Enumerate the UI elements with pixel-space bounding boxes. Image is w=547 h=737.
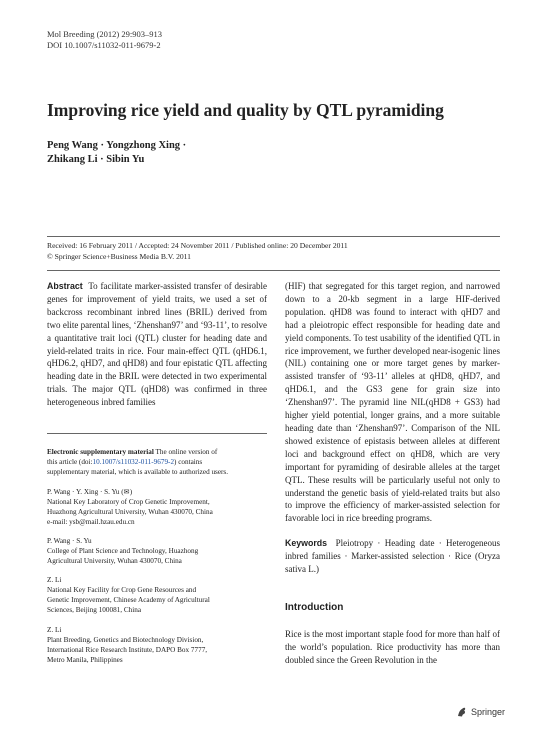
received-dates: Received: 16 February 2011 / Accepted: 2… [47, 241, 348, 250]
authors-line-2: Zhikang Li · Sibin Yu [47, 154, 145, 165]
affiliation-line: International Rice Research Institute, D… [47, 645, 208, 654]
affiliation-line: P. Wang · Y. Xing · S. Yu (✉) [47, 488, 133, 496]
affiliation-4: Z. Li Plant Breeding, Genetics and Biote… [47, 626, 267, 666]
affiliation-line: Z. Li [47, 576, 62, 584]
authors-line-1: Peng Wang · Yongzhong Xing · [47, 140, 187, 151]
author-email-link[interactable]: e-mail: ysb@mail.hzau.edu.cn [47, 517, 135, 526]
springer-horse-icon [458, 707, 466, 717]
affiliation-1: P. Wang · Y. Xing · S. Yu (✉) National K… [47, 488, 267, 528]
affiliation-line: Sciences, Beijing 100081, China [47, 605, 142, 614]
esm-line-2-pre: this article (doi: [47, 457, 93, 466]
keywords-label: Keywords [285, 538, 328, 549]
esm-line-3: supplementary material, which is availab… [47, 467, 229, 476]
affiliation-line: Metro Manila, Philippines [47, 655, 123, 664]
copyright-line: © Springer Science+Business Media B.V. 2… [47, 251, 191, 261]
keywords-block: Keywords Pleiotropy · Heading date · Het… [285, 537, 500, 576]
dates-top-rule [47, 236, 500, 237]
esm-rule [47, 433, 267, 434]
affiliation-line: Plant Breeding, Genetics and Biotechnolo… [47, 635, 204, 644]
abstract-text-left: To facilitate marker-assisted transfer o… [47, 281, 267, 408]
affiliation-line: P. Wang · S. Yu [47, 537, 92, 545]
affiliation-line: National Key Facility for Crop Gene Reso… [47, 585, 197, 594]
affiliation-line: National Key Laboratory of Crop Genetic … [47, 497, 210, 506]
affiliation-line: Huazhong Agricultural University, Wuhan … [47, 507, 213, 516]
author-list: Peng Wang · Yongzhong Xing · Zhikang Li … [47, 139, 186, 167]
abstract-left-column: Abstract To facilitate marker-assisted t… [47, 280, 267, 409]
affiliation-line: Genetic Improvement, Chinese Academy of … [47, 595, 210, 604]
abstract-label: Abstract [47, 281, 83, 291]
publisher-footer: Springer [456, 706, 505, 718]
journal-doi: DOI 10.1007/s11032-011-9679-2 [47, 40, 161, 50]
introduction-text: Rice is the most important staple food f… [285, 629, 500, 665]
esm-line-2-post: ) contains [174, 457, 203, 466]
esm-doi-link[interactable]: 10.1007/s11032-011-9679-2 [92, 457, 175, 466]
affiliation-line: Agricultural University, Wuhan 430070, C… [47, 556, 182, 565]
abstract-text-right: (HIF) that segregated for this target re… [285, 281, 500, 524]
abstract-right-column: (HIF) that segregated for this target re… [285, 280, 500, 576]
keywords-text: Pleiotropy · Heading date · Heterogeneou… [285, 538, 501, 575]
introduction-heading: Introduction [285, 602, 344, 613]
affiliation-2: P. Wang · S. Yu College of Plant Science… [47, 537, 267, 567]
publisher-name: Springer [471, 707, 506, 717]
affiliation-3: Z. Li National Key Facility for Crop Gen… [47, 576, 267, 616]
esm-note: Electronic supplementary material The on… [47, 448, 267, 478]
journal-header: Mol Breeding (2012) 29:903–913 DOI 10.10… [47, 29, 162, 51]
esm-label: Electronic supplementary material [47, 448, 154, 456]
article-title: Improving rice yield and quality by QTL … [47, 100, 444, 120]
esm-line-1: The online version of [155, 448, 218, 456]
journal-citation: Mol Breeding (2012) 29:903–913 [47, 29, 162, 39]
publication-dates: Received: 16 February 2011 / Accepted: 2… [47, 241, 348, 262]
dates-bottom-rule [47, 270, 500, 271]
affiliation-line: Z. Li [47, 626, 62, 634]
affiliation-line: College of Plant Science and Technology,… [47, 546, 199, 555]
